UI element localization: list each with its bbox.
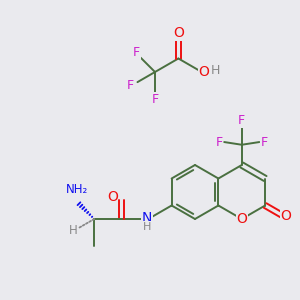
Text: O: O <box>236 212 247 226</box>
Text: H: H <box>143 222 152 232</box>
Text: F: F <box>127 79 134 92</box>
Text: O: O <box>107 190 118 204</box>
Text: NH₂: NH₂ <box>66 183 88 196</box>
Text: N: N <box>142 211 152 225</box>
Text: F: F <box>238 114 245 127</box>
Text: F: F <box>152 93 159 106</box>
Text: F: F <box>261 136 268 148</box>
Text: O: O <box>280 209 291 223</box>
Text: O: O <box>198 65 209 79</box>
Text: H: H <box>211 64 220 76</box>
Text: O: O <box>173 26 184 40</box>
Text: F: F <box>216 136 223 148</box>
Text: F: F <box>133 46 140 59</box>
Text: H: H <box>68 224 77 237</box>
